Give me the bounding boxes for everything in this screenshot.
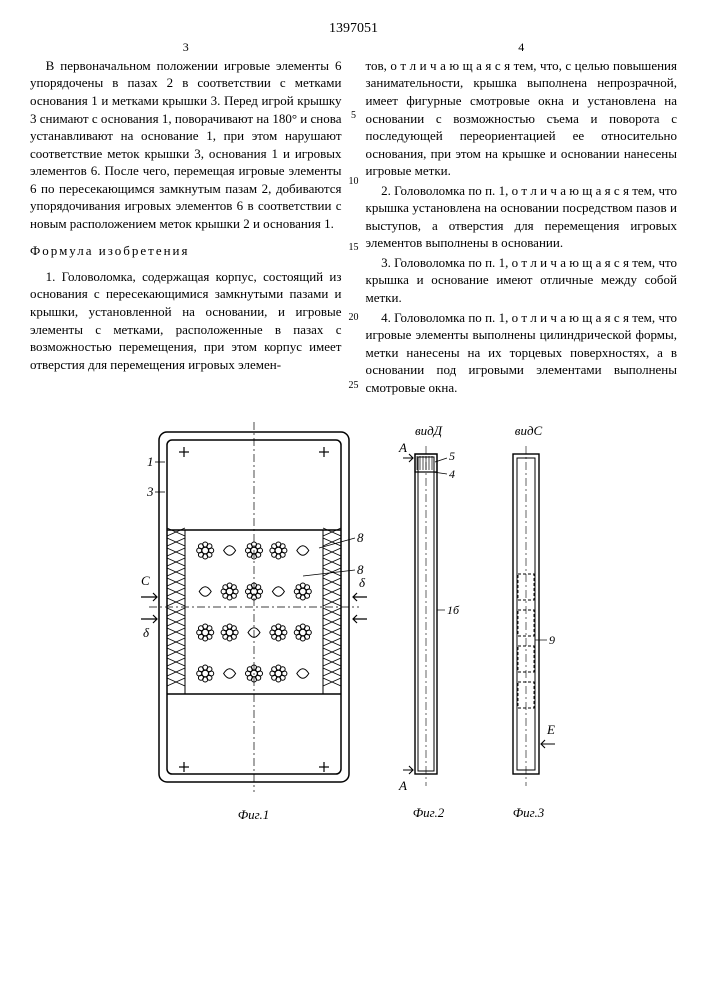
- svg-text:δ: δ: [143, 625, 150, 640]
- svg-text:9: 9: [549, 633, 555, 647]
- svg-text:1: 1: [147, 454, 154, 469]
- fig2-svg: 5 4 1б A A: [389, 440, 469, 800]
- fig2-label: Фиг.2: [389, 804, 469, 822]
- svg-text:C: C: [141, 573, 150, 588]
- fig1-svg: 13Cδδ88: [139, 422, 369, 802]
- claim-3: 3. Головоломка по п. 1, о т л и ч а ю щ …: [366, 254, 678, 307]
- right-column: 4 тов, о т л и ч а ю щ а я с я тем, что,…: [366, 57, 678, 398]
- text-columns: 5 10 15 20 25 3 В первоначальном положен…: [30, 57, 677, 398]
- figures-row: 13Cδδ88 Фиг.1 видД 541бAA Фиг.2 видС 9E …: [30, 422, 677, 824]
- view-a-label: видД: [389, 422, 469, 440]
- figure-1: 13Cδδ88 Фиг.1: [139, 422, 369, 824]
- svg-text:3: 3: [146, 484, 154, 499]
- svg-text:8: 8: [357, 562, 364, 577]
- right-para-1: тов, о т л и ч а ю щ а я с я тем, что, с…: [366, 57, 678, 180]
- svg-text:A: A: [398, 440, 407, 455]
- patent-number: 1397051: [30, 20, 677, 39]
- claim-1: 1. Головоломка, содержащая корпус, состо…: [30, 268, 342, 373]
- fig3-svg: 9E: [489, 440, 569, 800]
- left-para-1: В первоначальном положении игровые элеме…: [30, 57, 342, 232]
- svg-text:4: 4: [449, 467, 455, 481]
- formula-title: Формула изобретения: [30, 242, 342, 260]
- col-number-left: 3: [183, 39, 189, 55]
- claim-4: 4. Головоломка по п. 1, о т л и ч а ю щ …: [366, 309, 678, 397]
- svg-text:1б: 1б: [447, 603, 460, 617]
- left-column: 3 В первоначальном положении игровые эле…: [30, 57, 342, 398]
- claim-2: 2. Головоломка по п. 1, о т л и ч а ю щ …: [366, 182, 678, 252]
- col-number-right: 4: [518, 39, 524, 55]
- fig1-label: Фиг.1: [139, 806, 369, 824]
- svg-text:5: 5: [449, 449, 455, 463]
- svg-text:δ: δ: [359, 575, 366, 590]
- figure-2: видД 5 4 1б A A Фиг.2: [389, 422, 469, 821]
- svg-text:8: 8: [357, 530, 364, 545]
- view-c-label: видС: [489, 422, 569, 440]
- fig3-label: Фиг.3: [489, 804, 569, 822]
- figure-3: видС 9E Фиг.3: [489, 422, 569, 821]
- svg-text:E: E: [546, 722, 555, 737]
- svg-text:A: A: [398, 778, 407, 793]
